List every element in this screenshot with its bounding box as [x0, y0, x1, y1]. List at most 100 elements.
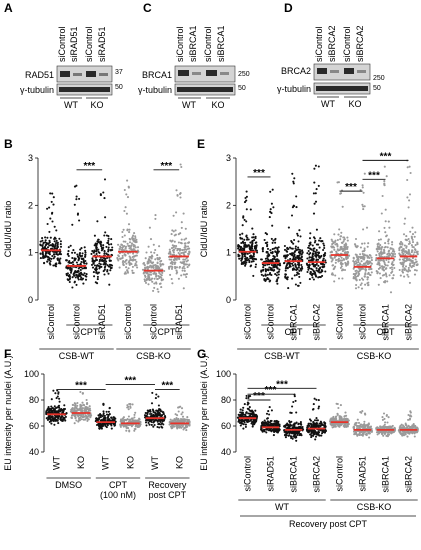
data-point: [313, 433, 316, 436]
data-point: [67, 246, 70, 249]
data-point: [157, 422, 161, 425]
data-point: [334, 425, 337, 428]
data-point: [127, 252, 130, 255]
data-point: [339, 266, 342, 269]
data-point: [50, 257, 53, 260]
data-point: [149, 412, 152, 416]
data-point: [363, 420, 366, 423]
panel-letter-b: B: [4, 137, 13, 151]
data-point: [317, 255, 321, 258]
data-point: [358, 431, 361, 434]
data-point: [148, 266, 151, 269]
data-point: [105, 234, 108, 237]
data-point: [379, 251, 382, 254]
data-point: [409, 410, 412, 413]
data-point: [321, 240, 324, 243]
data-point: [134, 262, 137, 265]
data-point: [411, 241, 415, 244]
data-point: [51, 192, 54, 195]
blot-band: [206, 70, 217, 76]
data-point: [58, 400, 61, 403]
data-point: [383, 251, 386, 255]
data-point: [125, 429, 128, 432]
data-point: [300, 265, 304, 269]
data-point: [380, 212, 383, 215]
data-point: [317, 424, 320, 427]
data-point: [289, 257, 292, 260]
data-point: [367, 283, 370, 287]
data-point: [153, 423, 156, 427]
data-point: [156, 254, 159, 257]
data-point: [354, 253, 357, 256]
data-point: [388, 226, 391, 229]
data-point: [356, 418, 359, 421]
data-point: [266, 263, 269, 266]
data-point: [346, 256, 349, 259]
data-point: [271, 428, 274, 432]
data-point: [159, 264, 162, 268]
data-point: [93, 234, 96, 237]
data-point: [88, 408, 91, 411]
data-point: [149, 238, 153, 241]
data-point: [158, 245, 161, 248]
data-point: [321, 266, 324, 269]
data-point: [286, 254, 289, 257]
data-point: [241, 409, 244, 412]
data-point: [386, 264, 389, 267]
data-point: [158, 282, 161, 285]
data-point: [273, 420, 277, 423]
data-point: [314, 273, 317, 276]
data-point: [300, 434, 303, 437]
data-point: [357, 255, 360, 258]
data-point: [168, 250, 171, 254]
data-point: [386, 280, 389, 283]
data-point: [50, 398, 53, 401]
data-point: [407, 252, 410, 256]
treatment-label: CPT: [80, 327, 99, 337]
data-point: [46, 236, 49, 239]
data-point: [301, 425, 304, 429]
data-point: [180, 226, 183, 229]
mw-marker: 50: [373, 85, 381, 92]
data-point: [401, 261, 404, 264]
data-point: [402, 233, 406, 236]
data-point: [158, 426, 161, 429]
data-point: [389, 291, 393, 294]
data-point: [132, 243, 135, 246]
data-point: [384, 272, 387, 275]
data-point: [172, 214, 175, 217]
data-point: [155, 393, 158, 396]
data-point: [175, 189, 178, 192]
group-label: KO: [348, 99, 361, 109]
data-point: [271, 188, 274, 191]
data-point: [266, 273, 269, 276]
data-point: [173, 248, 176, 251]
data-point: [362, 228, 365, 231]
data-point: [243, 218, 246, 221]
data-point: [277, 250, 280, 253]
data-point: [408, 165, 411, 168]
data-point: [359, 246, 362, 249]
data-point: [245, 394, 248, 397]
data-point: [56, 243, 59, 246]
data-point: [403, 222, 406, 225]
data-point: [250, 244, 253, 247]
data-point: [332, 246, 336, 249]
data-point: [161, 278, 165, 281]
data-point: [83, 418, 87, 421]
data-point: [408, 251, 411, 254]
data-point: [118, 252, 121, 255]
data-point: [368, 436, 371, 439]
data-point: [168, 248, 171, 251]
data-point: [107, 248, 110, 251]
data-point: [93, 275, 96, 278]
panel-letter-c: C: [143, 1, 152, 15]
panel-letter-e: E: [197, 137, 205, 151]
significance-label: ***: [83, 161, 95, 172]
data-point: [132, 252, 135, 255]
data-point: [82, 282, 85, 285]
data-point: [183, 238, 186, 241]
data-point: [46, 207, 49, 210]
blot-protein-membrane: [313, 63, 371, 81]
data-point: [299, 267, 302, 271]
